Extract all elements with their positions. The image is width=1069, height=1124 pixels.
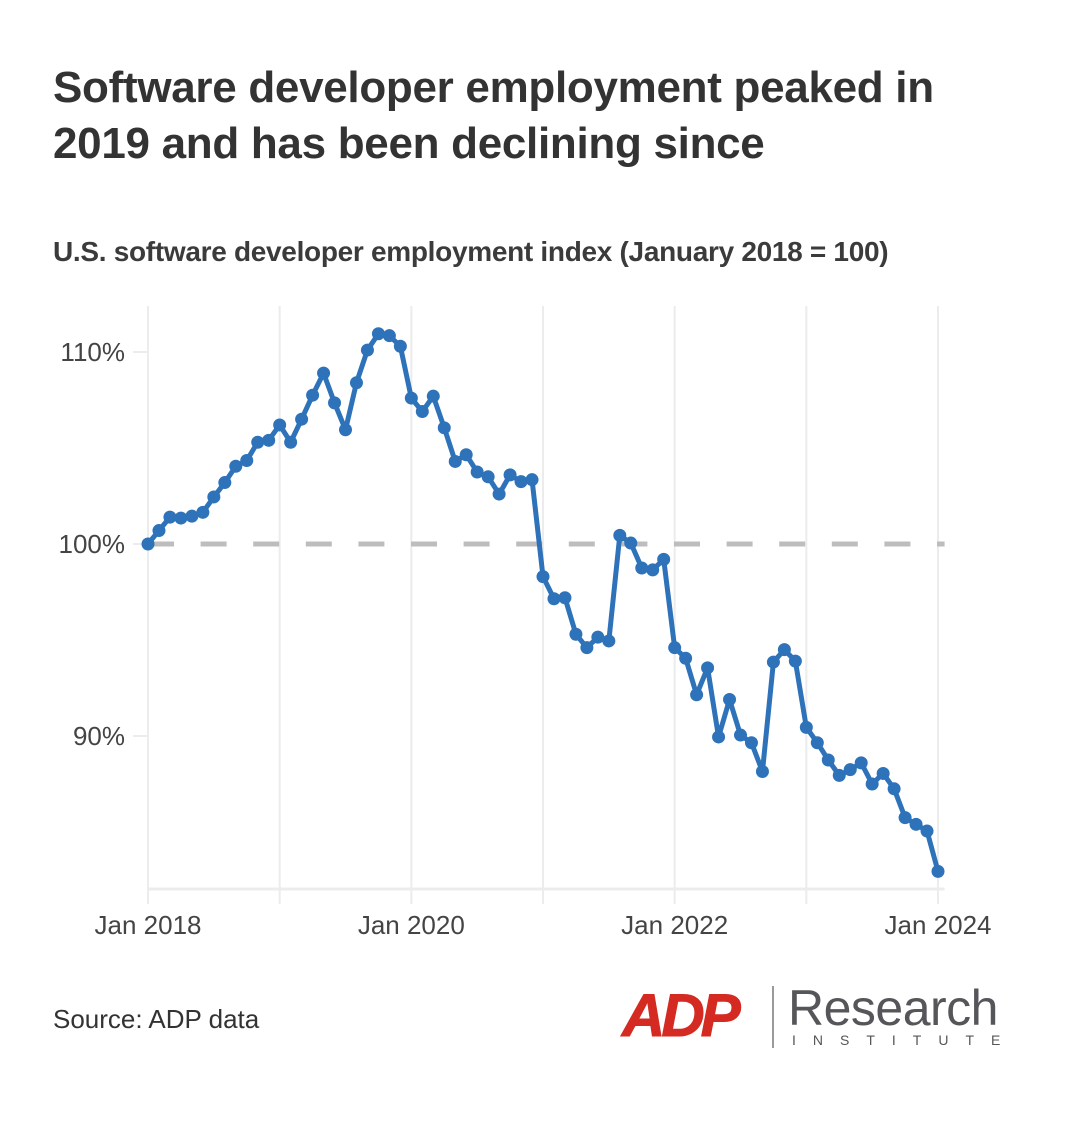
data-point (426, 389, 440, 403)
data-point (240, 453, 254, 467)
data-point (196, 505, 210, 519)
logo-adp-wordmark: ADP (622, 982, 742, 1049)
data-point (514, 475, 528, 489)
data-point (349, 376, 363, 390)
data-point (591, 630, 605, 644)
line-chart: Jan 2018 Jan 2020 Jan 2022 Jan 2024 110% 100%… (59, 306, 992, 940)
data-point (437, 421, 451, 435)
data-point (646, 563, 660, 577)
logo-institute-text: INSTITUTE (792, 1032, 1018, 1048)
data-point (810, 736, 824, 750)
data-point (141, 537, 155, 551)
data-point (163, 510, 177, 524)
x-tick-label: Jan 2022 (621, 910, 728, 940)
data-point (635, 561, 649, 575)
data-point (185, 509, 199, 523)
data-point (317, 366, 331, 380)
series-layer (141, 327, 945, 878)
data-point (295, 412, 309, 426)
source-note: Source: ADP data (53, 1004, 260, 1034)
x-tick-label: Jan 2020 (358, 910, 465, 940)
data-point (492, 487, 506, 501)
data-point (470, 465, 484, 479)
data-point (777, 643, 791, 657)
data-point (843, 763, 857, 777)
data-point (668, 641, 682, 655)
data-point (229, 459, 243, 473)
data-point (701, 661, 715, 675)
data-point (481, 470, 495, 484)
data-point (887, 782, 901, 796)
data-point (832, 768, 846, 782)
data-point (679, 651, 693, 665)
data-point (152, 524, 166, 538)
data-point (931, 864, 945, 878)
data-point (339, 423, 352, 437)
data-point (525, 473, 539, 487)
data-point (580, 641, 594, 655)
y-tick-label: 90% (73, 721, 125, 751)
data-point (328, 396, 342, 410)
data-point (624, 536, 638, 550)
data-point (558, 591, 572, 605)
data-point (459, 448, 473, 462)
data-point (404, 391, 418, 405)
chart-subtitle: U.S. software developer employment index… (53, 236, 889, 267)
data-point (218, 476, 232, 490)
data-point (273, 418, 287, 432)
data-point (854, 756, 868, 770)
data-point (262, 433, 276, 447)
data-point (865, 777, 879, 791)
data-point (207, 490, 221, 504)
data-point (690, 688, 704, 702)
y-tick-label: 100% (59, 529, 126, 559)
data-point (920, 824, 934, 838)
data-point (503, 468, 517, 482)
data-point (712, 730, 726, 744)
data-point (799, 720, 813, 734)
data-point (766, 655, 780, 669)
data-point (547, 592, 561, 606)
chart-title: Software developer employment peaked in … (53, 63, 934, 168)
data-point (415, 405, 429, 419)
y-tick-label: 110% (60, 337, 125, 367)
data-point (569, 627, 583, 641)
adp-research-institute-logo: ADP Research INSTITUTE (622, 980, 1007, 1052)
data-point (448, 454, 462, 468)
data-point (251, 435, 265, 449)
data-point (371, 327, 385, 341)
x-tick-label: Jan 2018 (95, 910, 202, 940)
data-point (723, 693, 737, 707)
data-point (898, 811, 912, 825)
data-point (755, 765, 769, 779)
data-point (284, 435, 298, 449)
data-point (613, 528, 627, 542)
data-point (788, 654, 802, 668)
data-point (734, 728, 747, 742)
data-point (393, 339, 407, 353)
data-point (360, 343, 374, 357)
data-point (909, 817, 923, 831)
data-point (876, 766, 890, 780)
data-point (657, 552, 671, 566)
axis-layer: Jan 2018 Jan 2020 Jan 2022 Jan 2024 110% 100%… (59, 337, 992, 940)
grid-layer (147, 306, 939, 889)
data-point (602, 634, 616, 648)
data-point (306, 388, 320, 402)
data-point (821, 753, 835, 767)
data-point (744, 736, 758, 750)
x-tick-label: Jan 2024 (885, 910, 992, 940)
logo-divider (772, 986, 774, 1048)
data-point (382, 329, 396, 343)
logo-research-text: Research (788, 980, 999, 1036)
data-point (174, 511, 188, 525)
data-point (536, 570, 550, 584)
